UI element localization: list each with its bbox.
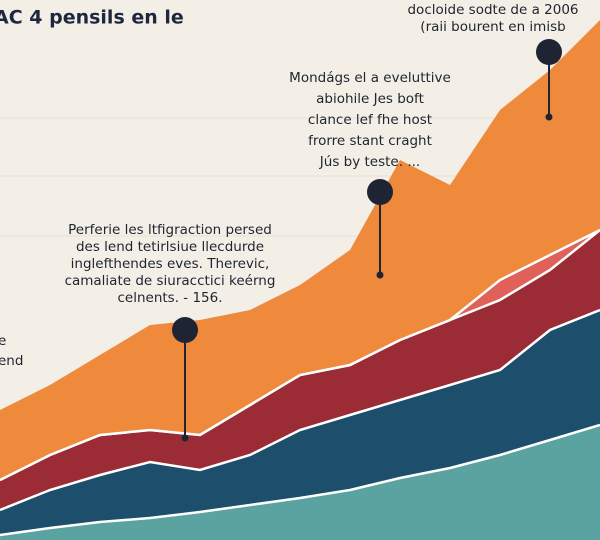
area — [0, 230, 600, 510]
annotations: docloide sodte de a 2006(raii bourent en… — [0, 2, 579, 442]
area-edge — [0, 308, 600, 512]
chart-title: AC 4 pensils en le — [0, 7, 184, 29]
annotation-text: inglefthendes eves. Therevic, — [71, 256, 270, 272]
area — [0, 310, 600, 535]
area — [0, 20, 600, 480]
annotation-text: camaliate de siuracctici keérng — [65, 273, 276, 289]
pin-head — [536, 39, 562, 65]
pin-end — [545, 113, 553, 121]
areas — [0, 20, 600, 540]
pin-end — [376, 271, 384, 279]
annotation-text: (raii bourent en imisb — [420, 19, 565, 35]
annotation-text: abiohile Jes boft — [316, 91, 424, 107]
annotation-text: Mondágs el a eveluttive — [289, 70, 451, 86]
annotation-text: e — [0, 333, 6, 349]
area-edge — [0, 423, 600, 537]
annotation-text: Jús by teste. ... — [319, 154, 420, 170]
annotation-text: end — [0, 353, 23, 369]
annotation-text: clance lef fhe host — [308, 112, 432, 128]
annotation-text: des lend tetirlsiue llecdurde — [76, 239, 264, 255]
pin-end — [181, 434, 189, 442]
area — [0, 425, 600, 540]
annotation-text: Perferie les ltfigraction persed — [68, 222, 272, 238]
annotation-text: docloide sodte de a 2006 — [407, 2, 578, 18]
pin-head — [172, 317, 198, 343]
area-edge — [0, 228, 600, 482]
pin-head — [367, 179, 393, 205]
annotation-text: celnents. - 156. — [117, 290, 222, 306]
annotation-text: frorre stant craght — [308, 133, 432, 149]
